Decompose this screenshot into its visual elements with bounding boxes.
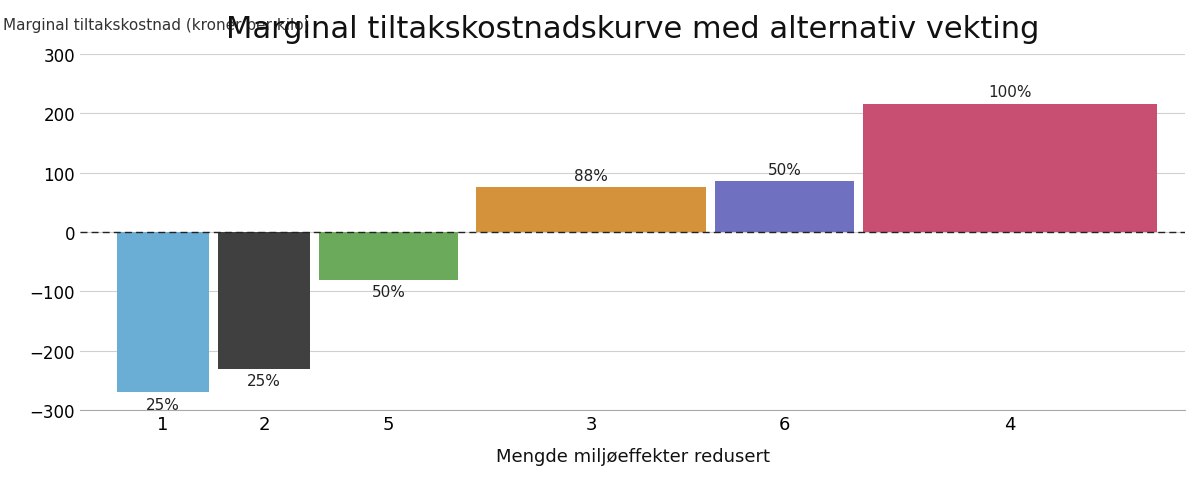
Bar [715,182,853,232]
Text: 50%: 50% [372,285,406,300]
Text: Marginal tiltakskostnad (kroner per kilo): Marginal tiltakskostnad (kroner per kilo… [2,18,310,33]
Bar [319,232,457,280]
Text: 88%: 88% [574,168,608,183]
X-axis label: Mengde miljøeffekter redusert: Mengde miljøeffekter redusert [496,447,769,465]
Bar [218,232,311,369]
Text: 25%: 25% [247,373,281,389]
Title: Marginal tiltakskostnadskurve med alternativ vekting: Marginal tiltakskostnadskurve med altern… [226,15,1039,44]
Bar [476,188,707,232]
Bar [116,232,209,393]
Text: 50%: 50% [768,162,802,177]
Text: 100%: 100% [989,85,1032,100]
Text: 25%: 25% [146,397,180,412]
Bar [863,105,1157,232]
